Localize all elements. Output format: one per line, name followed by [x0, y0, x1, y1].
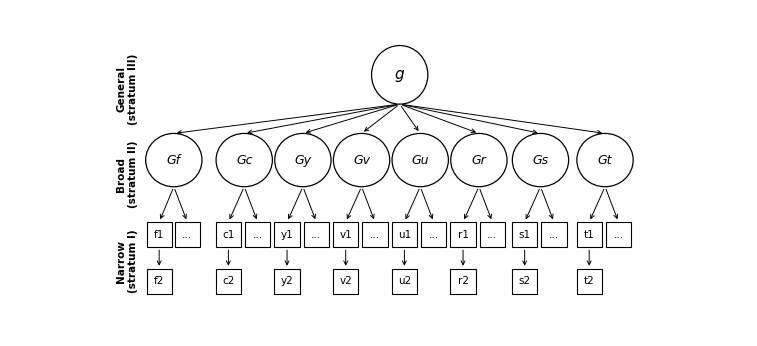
Ellipse shape — [372, 46, 428, 104]
Text: s1: s1 — [519, 230, 531, 240]
Ellipse shape — [577, 134, 633, 187]
Text: ...: ... — [488, 230, 497, 240]
FancyBboxPatch shape — [363, 222, 388, 247]
FancyBboxPatch shape — [333, 268, 358, 294]
FancyBboxPatch shape — [450, 268, 475, 294]
Text: f2: f2 — [154, 276, 164, 286]
Text: Gc: Gc — [236, 154, 253, 166]
FancyBboxPatch shape — [275, 222, 300, 247]
FancyBboxPatch shape — [216, 268, 241, 294]
Text: Gt: Gt — [598, 154, 612, 166]
Text: u2: u2 — [397, 276, 411, 286]
FancyBboxPatch shape — [541, 222, 566, 247]
FancyBboxPatch shape — [606, 222, 631, 247]
Text: y2: y2 — [281, 276, 294, 286]
Ellipse shape — [450, 134, 507, 187]
Text: Broad
(stratum II): Broad (stratum II) — [116, 141, 138, 209]
Ellipse shape — [512, 134, 569, 187]
FancyBboxPatch shape — [304, 222, 329, 247]
Text: c2: c2 — [223, 276, 235, 286]
Text: t1: t1 — [584, 230, 594, 240]
Text: v2: v2 — [339, 276, 352, 286]
Ellipse shape — [275, 134, 331, 187]
FancyBboxPatch shape — [275, 268, 300, 294]
Text: Gy: Gy — [294, 154, 311, 166]
Text: Gr: Gr — [472, 154, 486, 166]
Text: Gv: Gv — [353, 154, 370, 166]
Text: g: g — [395, 67, 404, 82]
FancyBboxPatch shape — [175, 222, 200, 247]
Text: Gu: Gu — [412, 154, 429, 166]
FancyBboxPatch shape — [577, 222, 602, 247]
Text: General
(stratum III): General (stratum III) — [116, 54, 138, 125]
FancyBboxPatch shape — [450, 222, 475, 247]
Text: ...: ... — [182, 230, 192, 240]
Text: c1: c1 — [223, 230, 235, 240]
Text: ...: ... — [428, 230, 439, 240]
FancyBboxPatch shape — [245, 222, 270, 247]
Text: ...: ... — [311, 230, 322, 240]
FancyBboxPatch shape — [421, 222, 447, 247]
FancyBboxPatch shape — [577, 268, 602, 294]
Text: r2: r2 — [457, 276, 469, 286]
FancyBboxPatch shape — [147, 222, 172, 247]
Ellipse shape — [145, 134, 202, 187]
Text: v1: v1 — [339, 230, 352, 240]
Text: ...: ... — [549, 230, 559, 240]
Text: y1: y1 — [281, 230, 294, 240]
FancyBboxPatch shape — [333, 222, 358, 247]
FancyBboxPatch shape — [512, 268, 537, 294]
FancyBboxPatch shape — [216, 222, 241, 247]
Ellipse shape — [392, 134, 448, 187]
Text: t2: t2 — [584, 276, 594, 286]
Ellipse shape — [216, 134, 273, 187]
Text: f1: f1 — [154, 230, 164, 240]
FancyBboxPatch shape — [480, 222, 505, 247]
FancyBboxPatch shape — [512, 222, 537, 247]
Text: ...: ... — [613, 230, 624, 240]
Text: s2: s2 — [519, 276, 531, 286]
Text: Gf: Gf — [167, 154, 181, 166]
Text: Gs: Gs — [532, 154, 549, 166]
Text: ...: ... — [253, 230, 263, 240]
Text: r1: r1 — [457, 230, 469, 240]
FancyBboxPatch shape — [392, 268, 417, 294]
Text: u1: u1 — [397, 230, 411, 240]
Text: ...: ... — [370, 230, 380, 240]
Ellipse shape — [333, 134, 390, 187]
FancyBboxPatch shape — [147, 268, 172, 294]
Text: Narrow
(stratum I): Narrow (stratum I) — [116, 229, 138, 293]
FancyBboxPatch shape — [392, 222, 417, 247]
